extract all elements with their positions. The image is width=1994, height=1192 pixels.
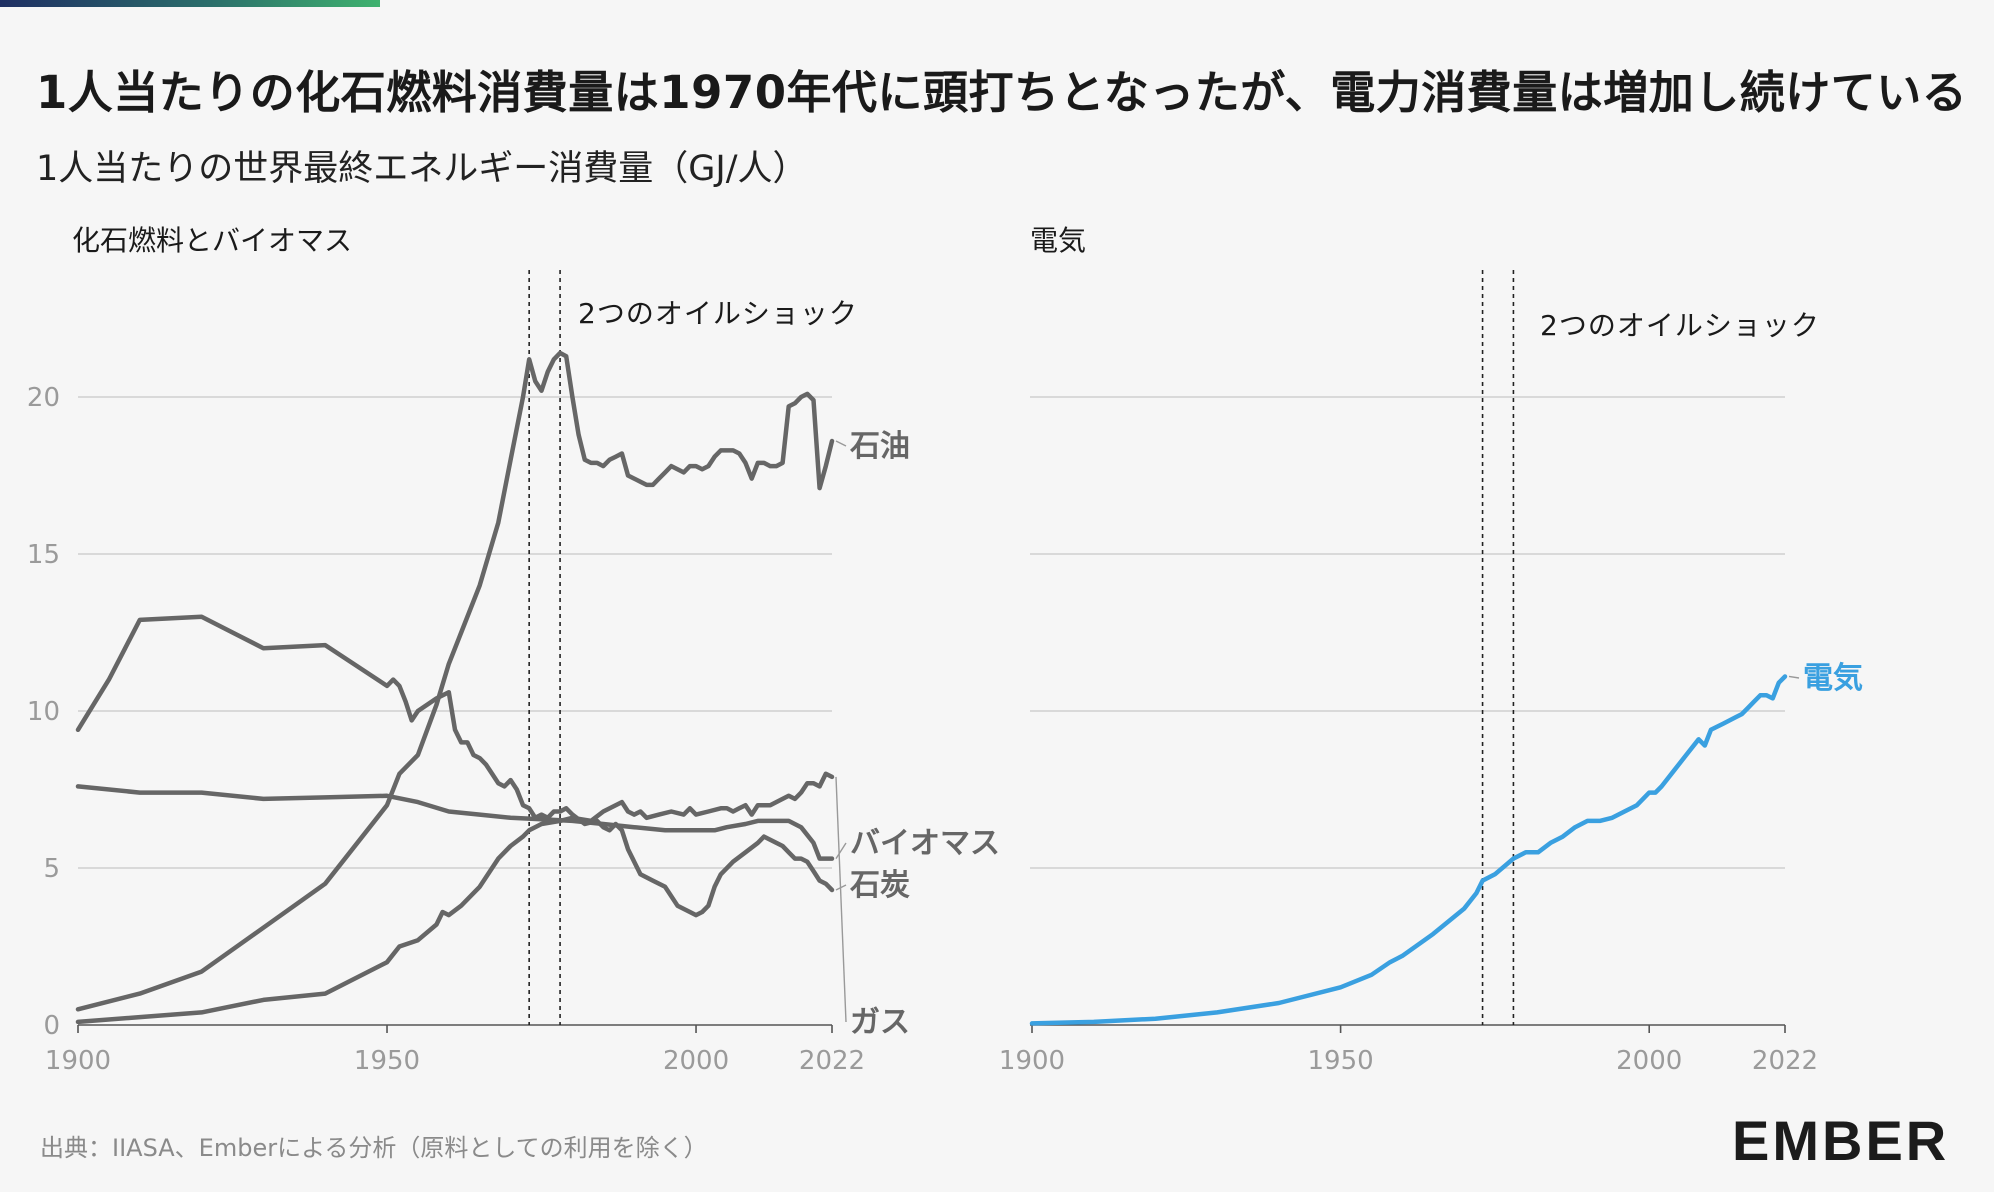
x-tick-label: 1900 [45,1046,111,1076]
label-leader [835,884,847,891]
x-tick-label: 1900 [999,1046,1065,1076]
panel-fossil: 化石燃料とバイオマス 0 5 10 15 20 1900 1950 2000 2022 2つのオイル… [27,224,1000,1076]
y-tick-label: 10 [27,697,60,727]
y-tick-label: 0 [43,1011,60,1041]
series-line-石炭 [75,614,835,918]
label-leader [835,842,847,859]
label-leader [835,776,847,1023]
source-note: 出典：IIASA、Emberによる分析（原料としての利用を除く） [40,1134,708,1162]
x-tick-label: 1950 [1308,1046,1374,1076]
ember-logo: EMBER [1732,1108,1949,1173]
series-label-電気: 電気 [1803,661,1863,696]
series-line-石油 [75,350,835,1012]
series-line-ガス [75,771,835,1025]
ember-logo-text: EMBER [1732,1109,1950,1172]
series-label-ガス: ガス [850,1005,910,1040]
accent-bar [0,0,380,7]
oil-shock-annotation: 2つのオイルショック [1540,309,1820,342]
x-tick-label: 2022 [1752,1046,1818,1076]
oil-shock-annotation: 2つのオイルショック [578,297,858,330]
panel-title: 化石燃料とバイオマス [72,224,352,257]
series-label-石油: 石油 [849,429,910,464]
x-tick-label: 2022 [799,1046,865,1076]
x-tick-label: 2000 [1616,1046,1682,1076]
y-tick-label: 20 [27,383,60,413]
series-line-バイオマス [75,784,835,861]
chart-title: 1人当たりの化石燃料消費量は1970年代に頭打ちとなったが、電力消費量は増加し続… [36,66,1968,119]
y-tick-label: 5 [43,854,60,884]
series-label-石炭: 石炭 [849,868,910,903]
x-tick-label: 1950 [354,1046,420,1076]
x-tick-label: 2000 [663,1046,729,1076]
panel-title: 電気 [1030,224,1086,257]
label-leader [835,440,847,447]
label-leader [1788,675,1800,679]
y-tick-label: 15 [27,540,60,570]
series-label-バイオマス: バイオマス [850,826,1000,861]
chart-subtitle: 1人当たりの世界最終エネルギー消費量（GJ/人） [36,149,808,189]
series-line-電気 [1029,674,1788,1026]
